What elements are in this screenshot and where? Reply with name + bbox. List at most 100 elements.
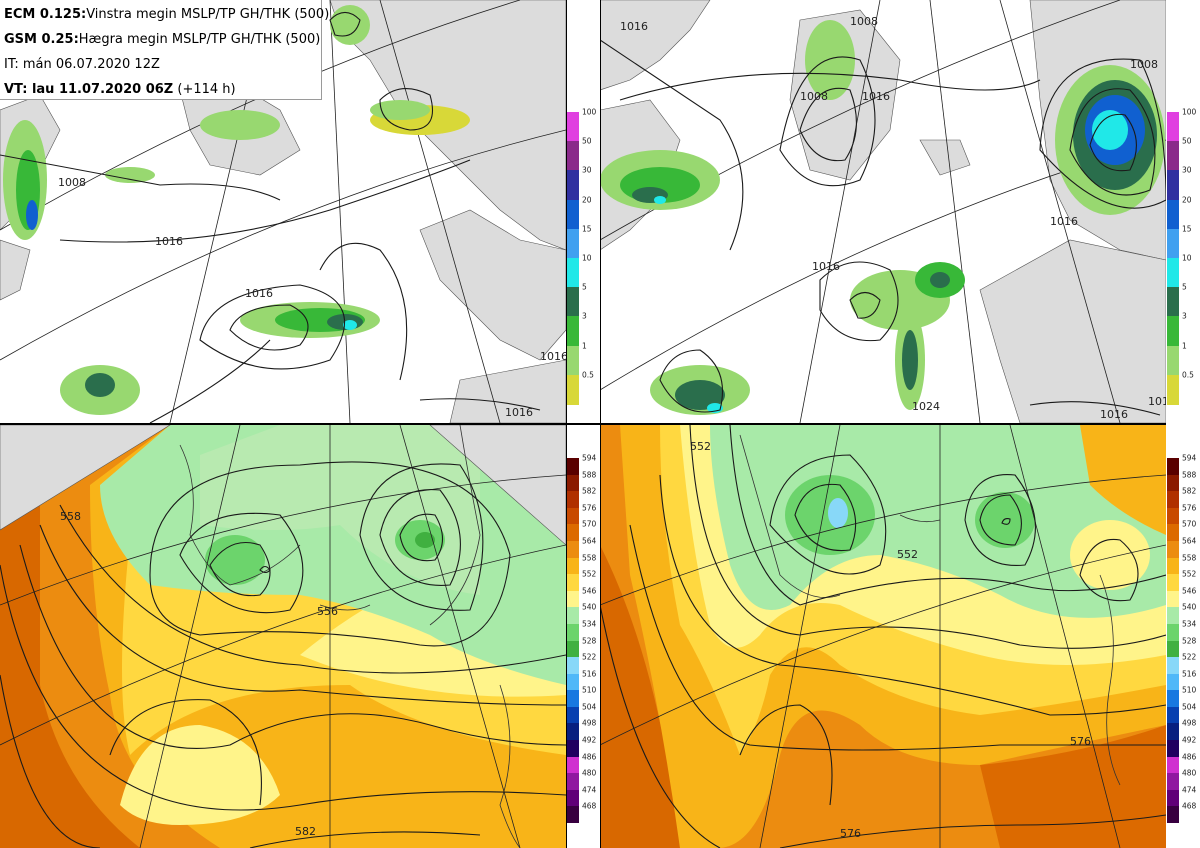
colorbar-swatch [567, 773, 579, 791]
colorbar-tick-label: 540 [1182, 602, 1197, 612]
colorbar-tick-label: 558 [1182, 553, 1197, 563]
colorbar-tick-label: 468 [1182, 801, 1197, 811]
colorbar-tick-label: 1 [1182, 341, 1187, 351]
gsm-model-label: GSM 0.25: [4, 32, 79, 47]
colorbar-swatch [567, 199, 579, 230]
colorbar-swatch [1167, 756, 1179, 774]
colorbar-tick-label: 546 [582, 586, 597, 596]
colorbar-swatch [567, 258, 579, 288]
colorbar-tick-label: 468 [582, 801, 597, 811]
colorbar-tick-label: 588 [1182, 470, 1197, 480]
colorbar-swatch [567, 316, 579, 347]
colorbar-swatch [1167, 773, 1179, 791]
colorbar-swatch [1167, 706, 1179, 724]
colorbar-tick-label: 498 [1182, 718, 1197, 728]
colorbar-swatch [1167, 258, 1179, 288]
colorbar-swatch [1167, 112, 1179, 142]
gh-label: 582 [295, 825, 316, 838]
colorbar-tick-label: 528 [1182, 636, 1197, 645]
colorbar-swatch [1167, 623, 1179, 641]
precip-areas [600, 20, 1165, 415]
colorbar-tick-label: 546 [1182, 586, 1197, 596]
colorbar-swatch [567, 706, 579, 724]
colorbar-swatch [1167, 228, 1179, 259]
colorbar-tick-label: 480 [582, 768, 597, 778]
colorbar-tick-label: 498 [582, 718, 597, 728]
colorbar-tick-label: 50 [1182, 136, 1192, 146]
colorbar-swatch [1167, 507, 1179, 525]
isobars [0, 11, 541, 423]
colorbar-tick-label: 540 [582, 602, 597, 612]
isobar-label: 1008 [850, 15, 878, 28]
colorbar-tick-label: 0.5 [582, 370, 594, 380]
colorbar-swatch [567, 170, 579, 201]
colorbar-tick-label: 1 [582, 341, 587, 351]
colorbar-swatch [567, 345, 579, 376]
gsm-description: Hægra megin MSLP/TP GH/THK (500) [78, 32, 321, 47]
colorbar-swatch [567, 574, 579, 592]
colorbar-swatch [567, 458, 579, 475]
thickness-colorbar-right: 594 588 582 576 570 564 558 552 546 540 534 528 522 5… [1167, 454, 1200, 824]
colorbar-tick-label: 5 [1182, 282, 1187, 292]
colorbar-tick-label: 510 [1182, 685, 1197, 695]
thickness-colorbar-left: 594 588 582 576 570 564 558 552 546 540 534 528 522 5… [567, 454, 607, 824]
colorbar-swatch [567, 491, 579, 509]
isobar-label: 1008 [800, 90, 828, 103]
colorbar-swatch [567, 507, 579, 525]
isobar-label: 1016 [1100, 408, 1128, 421]
colorbar-tick-label: 510 [582, 685, 597, 695]
horizontal-divider [0, 423, 1166, 425]
colorbar-tick-label: 534 [1182, 619, 1197, 629]
colorbar-swatch [567, 690, 579, 708]
isobar-label: 1024 [912, 400, 940, 413]
colorbar-swatch [567, 657, 579, 675]
isobar-label: 1016 [540, 350, 566, 363]
ecm-description: Vinstra megin MSLP/TP GH/THK (500) [86, 7, 330, 22]
ecm-gh-thickness-map: 558 556 582 [0, 425, 566, 848]
colorbar-tick-label: 50 [582, 136, 592, 146]
colorbar-tick-label: 15 [582, 224, 592, 234]
forecast-offset: (+114 h) [177, 82, 236, 97]
colorbar-tick-label: 564 [582, 536, 597, 546]
colorbar-tick-label: 570 [582, 519, 597, 529]
colorbar-tick-label: 15 [1182, 224, 1192, 234]
isobar-label: 1016 [1148, 395, 1166, 408]
colorbar-tick-label: 552 [1182, 569, 1197, 579]
colorbar-swatch [1167, 673, 1179, 691]
isobar-label: 1016 [620, 20, 648, 33]
colorbar-swatch [1167, 723, 1179, 741]
gh-label: 556 [317, 605, 338, 618]
isobar-label: 1016 [155, 235, 183, 248]
valid-time: VT: lau 11.07.2020 06Z [4, 82, 174, 97]
gh-contours [0, 461, 566, 848]
colorbar-swatch [1167, 141, 1179, 172]
forecast-info-box: ECM 0.125:Vinstra megin MSLP/TP GH/THK (… [0, 0, 329, 102]
colorbar-swatch [1167, 789, 1179, 807]
valid-time-row: VT: lau 11.07.2020 06Z (+114 h) [4, 77, 321, 102]
gh-label: 552 [690, 440, 711, 453]
colorbar-tick-label: 522 [582, 652, 597, 662]
colorbar-swatch [1167, 491, 1179, 509]
colorbar-tick-label: 100 [1182, 107, 1197, 117]
colorbar-swatch [567, 740, 579, 758]
gh-label: 552 [897, 548, 918, 561]
colorbar-tick-label: 100 [582, 107, 597, 117]
colorbar-tick-label: 480 [1182, 768, 1197, 778]
isobar-label: 1016 [812, 260, 840, 273]
colorbar-swatch [1167, 557, 1179, 575]
precip-areas [3, 5, 470, 415]
colorbar-tick-label: 588 [582, 470, 597, 480]
colorbar-swatch [1167, 345, 1179, 376]
colorbar-swatch [1167, 607, 1179, 625]
gh-label: 576 [1070, 735, 1091, 748]
colorbar-tick-label: 3 [1182, 311, 1187, 321]
ecm-model-label: ECM 0.125: [4, 7, 87, 22]
colorbar-tick-label: 474 [582, 785, 597, 795]
colorbar-tick-label: 570 [1182, 519, 1197, 529]
colorbar-tick-label: 30 [582, 165, 592, 175]
colorbar-tick-label: 534 [582, 619, 597, 629]
colorbar-swatch [567, 806, 579, 824]
isobars [600, 39, 1166, 416]
colorbar-swatch [1167, 574, 1179, 592]
colorbar-swatch [567, 141, 579, 172]
